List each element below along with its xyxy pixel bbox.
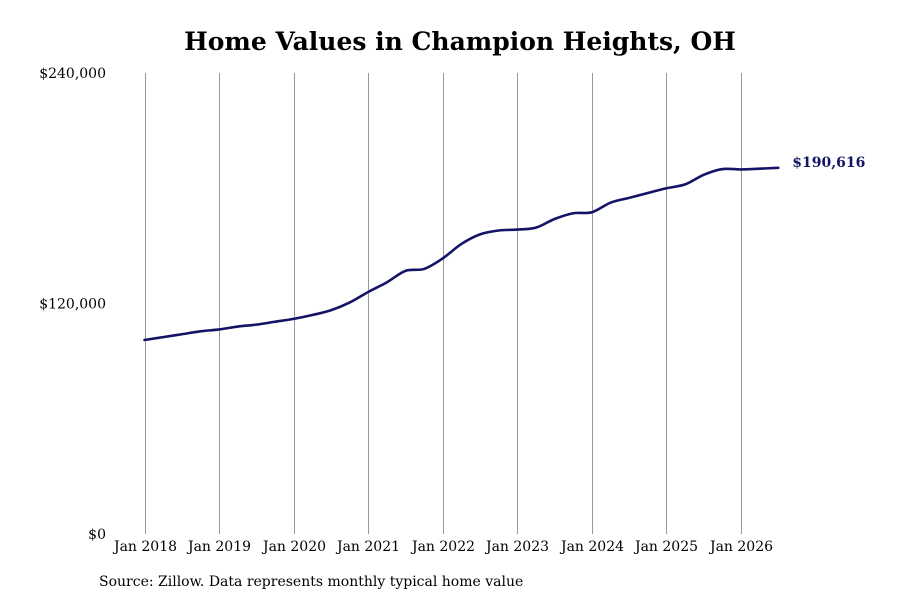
x-tick-label: Jan 2023 (484, 539, 549, 555)
x-tick-label: Jan 2025 (633, 539, 698, 555)
y-tick-label: $240,000 (39, 66, 106, 82)
vertical-gridlines (145, 73, 742, 534)
x-tick-label: Jan 2022 (410, 539, 475, 555)
chart-title: Home Values in Champion Heights, OH (184, 27, 736, 56)
x-tick-label: Jan 2019 (186, 539, 251, 555)
series-line-0 (143, 166, 780, 342)
source-note: Source: Zillow. Data represents monthly … (99, 574, 524, 590)
x-tick-label: Jan 2018 (112, 539, 177, 555)
y-tick-label: $120,000 (39, 297, 106, 313)
x-axis-tick-labels: Jan 2018 Jan 2019 Jan 2020 Jan 2021 Jan 2022… (112, 539, 773, 555)
x-tick-label: Jan 2021 (335, 539, 400, 555)
x-tick-label: Jan 2024 (559, 539, 624, 555)
x-tick-label: Jan 2020 (261, 539, 326, 555)
y-axis-tick-labels: $0 $120,000 $240,000 (39, 66, 106, 543)
end-value-label: $190,616 (792, 155, 865, 171)
x-tick-label: Jan 2026 (708, 539, 773, 555)
annotation-layer: $190,616 (792, 155, 865, 171)
series-layer (143, 166, 780, 342)
y-tick-label: $0 (88, 527, 106, 543)
